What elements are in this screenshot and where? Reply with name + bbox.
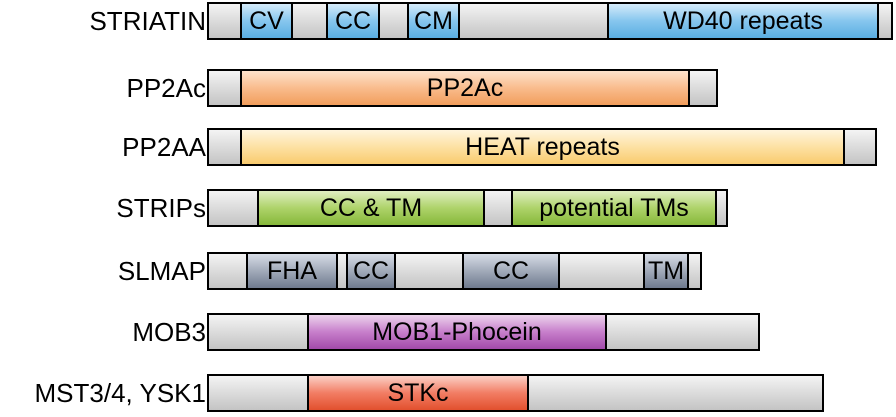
domain-cc-and-tm: CC & TM — [257, 189, 485, 227]
domain-potential-tms: potential TMs — [511, 189, 717, 227]
domain-cv: CV — [240, 2, 293, 40]
domain-fha: FHA — [246, 252, 338, 290]
protein-bar-strips: CC & TM potential TMs — [207, 189, 728, 227]
protein-bar-mst3-4-ysk1: STKc — [207, 374, 824, 412]
row-label-pp2aa: PP2AA — [122, 132, 206, 162]
row-label-slmap: SLMAP — [117, 256, 206, 286]
domain-pp2ac: PP2Ac — [240, 69, 690, 107]
domain-wd40-repeats: WD40 repeats — [607, 2, 879, 40]
protein-bar-pp2aa: HEAT repeats — [207, 128, 877, 166]
domain-cc: CC — [326, 2, 380, 40]
row-label-mst3-4-ysk1: MST3/4, YSK1 — [34, 378, 207, 408]
domain-cc-1: CC — [346, 252, 396, 290]
row-label-striatin: STRIATIN — [89, 6, 206, 36]
domain-cm: CM — [407, 2, 460, 40]
row-label-strips: STRIPs — [116, 193, 206, 223]
protein-bar-striatin: CV CC CM WD40 repeats — [207, 2, 893, 40]
row-label-mob3: MOB3 — [132, 317, 206, 347]
row-label-pp2ac: PP2Ac — [126, 73, 207, 103]
domain-tm: TM — [643, 252, 689, 290]
protein-bar-slmap: FHA CC CC TM — [207, 252, 702, 290]
protein-bar-pp2ac: PP2Ac — [207, 69, 718, 107]
domain-heat-repeats: HEAT repeats — [240, 128, 845, 166]
domain-mob1-phocein: MOB1-Phocein — [307, 313, 607, 351]
domain-cc-2: CC — [462, 252, 560, 290]
domain-stkc: STKc — [307, 374, 529, 412]
protein-bar-mob3: MOB1-Phocein — [207, 313, 760, 351]
